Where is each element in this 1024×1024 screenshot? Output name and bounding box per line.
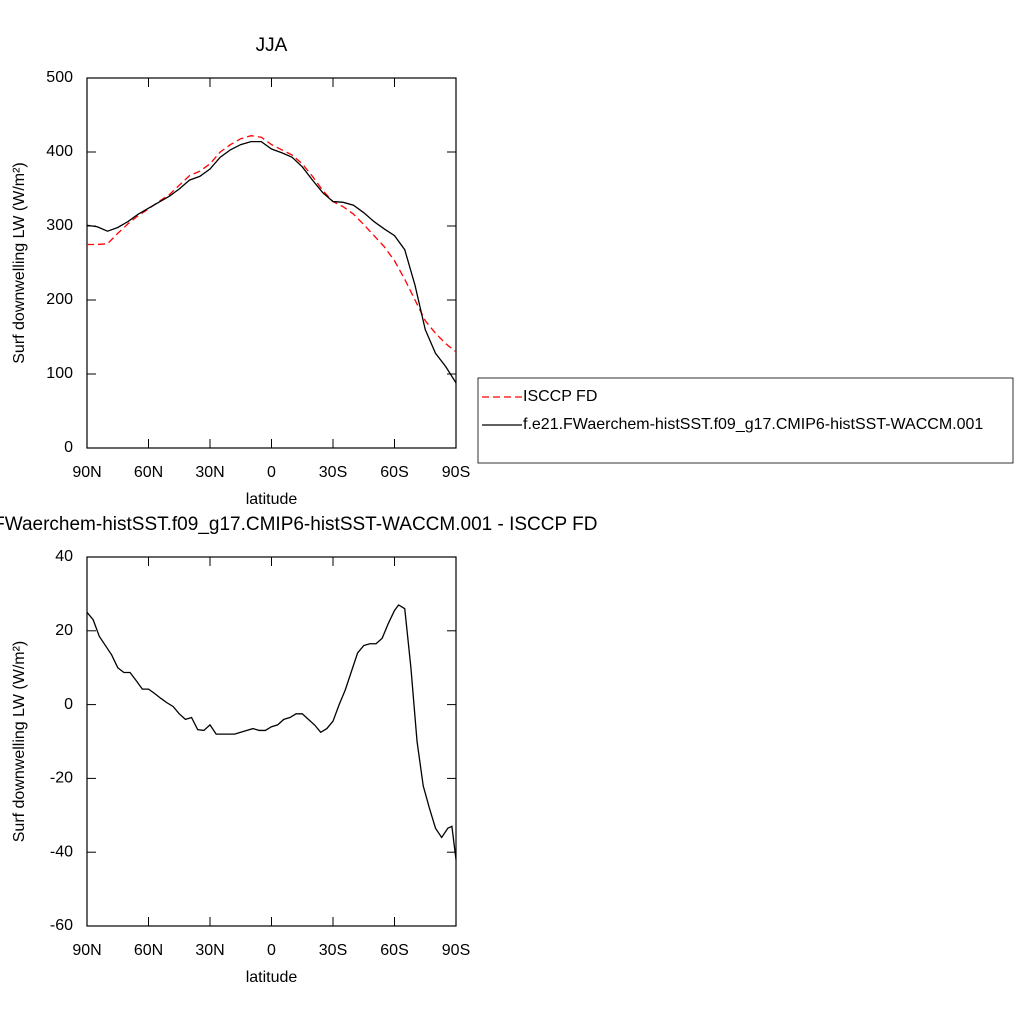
x-tick-label: 30S [319, 464, 347, 481]
series-line [87, 135, 457, 353]
legend-label: ISCCP FD [523, 388, 597, 405]
y-tick-label: 0 [64, 696, 73, 713]
y-tick-label: -60 [50, 917, 73, 934]
plot-frame [86, 77, 457, 449]
x-tick-label: 90N [72, 464, 101, 481]
x-axis-label: latitude [246, 491, 298, 508]
series-line [86, 140, 457, 384]
y-axis-label: Surf downwelling LW (W/m²) [11, 162, 28, 364]
x-tick-label: 90S [442, 942, 470, 959]
x-tick-label: 90N [72, 942, 101, 959]
plot-frame [86, 556, 457, 927]
x-tick-label: 0 [267, 942, 276, 959]
y-tick-label: 40 [55, 548, 73, 565]
x-tick-label: 30N [195, 464, 224, 481]
y-tick-label: -20 [50, 770, 73, 787]
x-axis-label: latitude [246, 969, 298, 986]
legend-box [477, 377, 1014, 464]
series-line [86, 604, 457, 860]
x-tick-label: 30N [195, 942, 224, 959]
y-axis-label: Surf downwelling LW (W/m²) [11, 641, 28, 843]
x-tick-label: 60S [380, 464, 408, 481]
y-tick-label: 500 [46, 69, 73, 86]
x-tick-label: 90S [442, 464, 470, 481]
y-tick-label: 200 [46, 291, 73, 308]
y-tick-label: 100 [46, 365, 73, 382]
y-tick-label: 400 [46, 143, 73, 160]
chart-title: f.e21.FWaerchem-histSST.f09_g17.CMIP6-hi… [0, 514, 597, 535]
chart-title: JJA [256, 35, 288, 56]
legend-label: f.e21.FWaerchem-histSST.f09_g17.CMIP6-hi… [523, 416, 983, 433]
y-tick-label: -40 [50, 843, 73, 860]
y-tick-label: 0 [64, 439, 73, 456]
y-tick-label: 20 [55, 622, 73, 639]
x-tick-label: 60S [380, 942, 408, 959]
x-tick-label: 60N [134, 464, 163, 481]
y-tick-label: 300 [46, 217, 73, 234]
x-tick-label: 0 [267, 464, 276, 481]
x-tick-label: 30S [319, 942, 347, 959]
x-tick-label: 60N [134, 942, 163, 959]
